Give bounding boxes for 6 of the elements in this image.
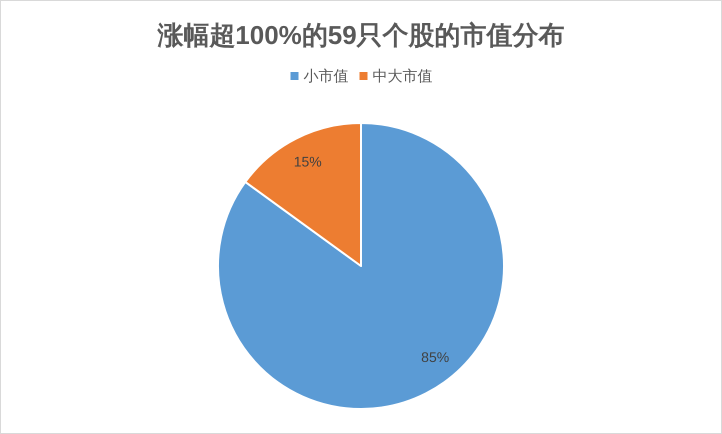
data-label: 85% [421,348,450,365]
data-label: 15% [294,154,322,170]
chart-title: 涨幅超100%的59只个股的市值分布 [156,20,565,50]
pie-slice [217,122,505,410]
legend-label: 小市值 [304,68,348,85]
legend-label: 中大市值 [372,68,432,85]
